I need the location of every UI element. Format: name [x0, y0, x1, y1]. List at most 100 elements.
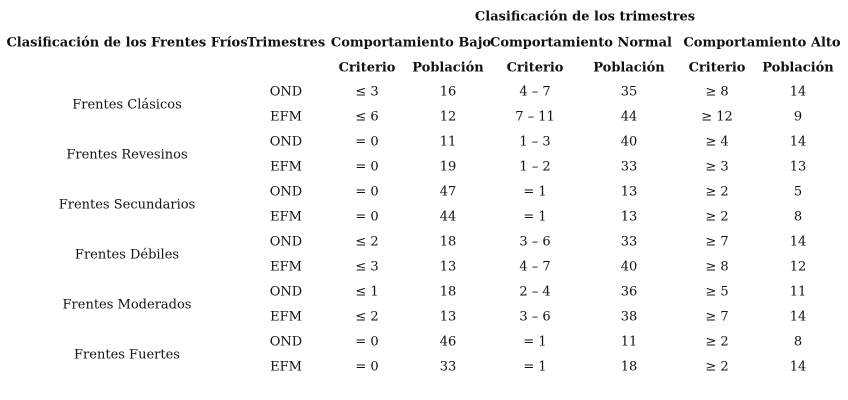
table-cell: 8 — [793, 334, 803, 350]
table-cell: ≤ 2 — [355, 309, 379, 325]
sub-header: Población — [762, 60, 834, 76]
table-cell: OND — [269, 184, 303, 200]
table-cell: 19 — [439, 159, 457, 175]
table-cell: 46 — [439, 334, 457, 350]
table-cell: ≥ 3 — [705, 159, 729, 175]
table-cell: 38 — [620, 309, 638, 325]
table-cell: 44 — [439, 209, 457, 225]
group-name: Frentes Fuertes — [74, 347, 180, 362]
table-cell: = 1 — [523, 334, 547, 350]
table-cell: ≥ 2 — [705, 209, 729, 225]
table-cell: ≥ 7 — [705, 234, 729, 250]
table-cell: EFM — [270, 309, 302, 325]
table-cell: OND — [269, 334, 303, 350]
column-header: Comportamiento Bajo — [330, 35, 492, 51]
table-cell: 33 — [620, 159, 638, 175]
table-cell: EFM — [270, 109, 302, 125]
table-cell: = 0 — [355, 184, 379, 200]
table-cell: 18 — [439, 284, 457, 300]
group-name: Frentes Débiles — [74, 247, 180, 262]
table-cell: ≥ 4 — [705, 134, 729, 150]
table-cell: 13 — [620, 184, 638, 200]
table-cell: 14 — [789, 234, 807, 250]
sub-header: Criterio — [338, 60, 396, 76]
table-cell: 14 — [789, 84, 807, 100]
table-cell: 13 — [620, 209, 638, 225]
table-cell: 2 – 4 — [519, 284, 551, 300]
table-cell: 13 — [789, 159, 807, 175]
table-cell: ≤ 2 — [355, 234, 379, 250]
table-cell: 1 – 3 — [519, 134, 551, 150]
table-cell: 36 — [620, 284, 638, 300]
table-cell: 14 — [789, 134, 807, 150]
table-cell: 5 — [793, 184, 803, 200]
table-cell: 4 – 7 — [519, 259, 551, 275]
group-name: Frentes Moderados — [62, 297, 192, 312]
table-cell: 12 — [439, 109, 457, 125]
table-cell: ≤ 3 — [355, 259, 379, 275]
table-cell: 44 — [620, 109, 638, 125]
table-cell: 11 — [620, 334, 638, 350]
column-header: Comportamiento Alto — [683, 35, 841, 51]
table-cell: ≥ 2 — [705, 334, 729, 350]
sub-header: Criterio — [688, 60, 746, 76]
table-cell: 4 – 7 — [519, 84, 551, 100]
sub-header: Población — [412, 60, 484, 76]
table-cell: 8 — [793, 209, 803, 225]
table-cell: EFM — [270, 159, 302, 175]
table-cell: ≤ 3 — [355, 84, 379, 100]
table-cell: 14 — [789, 359, 807, 375]
table-cell: ≥ 5 — [705, 284, 729, 300]
table-cell: 13 — [439, 309, 457, 325]
table-cell: 11 — [789, 284, 807, 300]
table-cell: ≥ 2 — [705, 359, 729, 375]
table-cell: ≥ 2 — [705, 184, 729, 200]
table-cell: 11 — [439, 134, 457, 150]
table-cell: 47 — [439, 184, 457, 200]
table-cell: 14 — [789, 309, 807, 325]
table-cell: 3 – 6 — [519, 309, 551, 325]
table-cell: 9 — [793, 109, 803, 125]
table-cell: 13 — [439, 259, 457, 275]
table-cell: EFM — [270, 359, 302, 375]
table-cell: ≤ 1 — [355, 284, 379, 300]
table-cell: 16 — [439, 84, 457, 100]
table-cell: 1 – 2 — [519, 159, 551, 175]
table-cell: 18 — [620, 359, 638, 375]
table-cell: OND — [269, 234, 303, 250]
table-cell: = 1 — [523, 209, 547, 225]
sub-header: Criterio — [506, 60, 564, 76]
table-cell: 40 — [620, 134, 638, 150]
table-cell: ≥ 12 — [701, 109, 733, 125]
table-cell: 33 — [439, 359, 457, 375]
table-cell: OND — [269, 284, 303, 300]
table-cell: 18 — [439, 234, 457, 250]
table-cell: OND — [269, 134, 303, 150]
table-cell: ≥ 7 — [705, 309, 729, 325]
sub-header: Población — [593, 60, 665, 76]
table-cell: EFM — [270, 209, 302, 225]
table-cell: = 0 — [355, 209, 379, 225]
table-cell: = 0 — [355, 359, 379, 375]
group-name: Frentes Secundarios — [58, 197, 196, 212]
table-cell: 40 — [620, 259, 638, 275]
column-header: Trimestres — [246, 35, 326, 51]
table-cell: ≥ 8 — [705, 84, 729, 100]
table-cell: 3 – 6 — [519, 234, 551, 250]
table-cell: ≥ 8 — [705, 259, 729, 275]
table-cell: = 0 — [355, 159, 379, 175]
group-name: Frentes Revesinos — [66, 147, 188, 162]
group-header: Clasificación de los trimestres — [474, 9, 696, 25]
table-cell: = 1 — [523, 184, 547, 200]
table-cell: = 0 — [355, 134, 379, 150]
table-cell: = 0 — [355, 334, 379, 350]
table-cell: EFM — [270, 259, 302, 275]
table-cell: 35 — [620, 84, 638, 100]
table-cell: OND — [269, 84, 303, 100]
column-header: Clasificación de los Frentes Fríos — [6, 35, 248, 51]
table-cell: 12 — [789, 259, 807, 275]
table-cell: 7 – 11 — [515, 109, 555, 125]
table-cell: = 1 — [523, 359, 547, 375]
table-cell: ≤ 6 — [355, 109, 379, 125]
